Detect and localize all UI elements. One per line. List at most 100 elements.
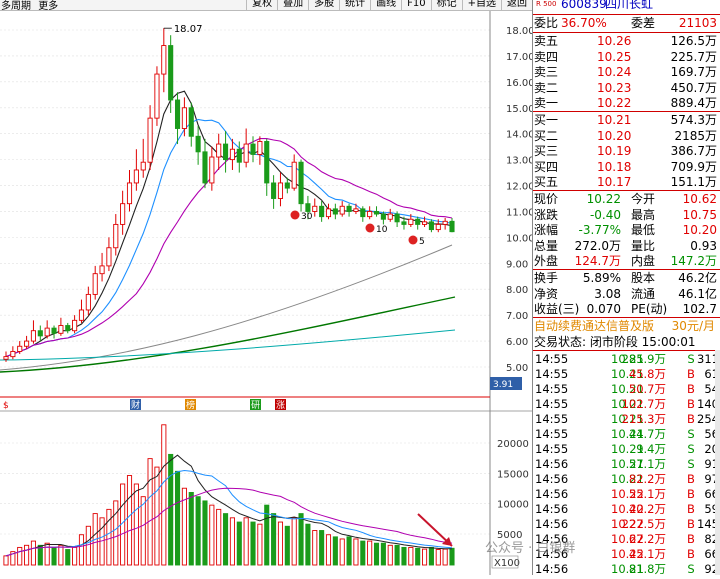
buy-level-5: 买五 10.17 151.1万 xyxy=(533,174,720,190)
tick-time: 14:56 xyxy=(535,487,569,501)
volume-bar xyxy=(65,549,71,566)
weibi-row: 委比 36.70% 委差 21103 xyxy=(534,16,717,30)
volume-bar xyxy=(161,424,167,566)
volume-bar xyxy=(298,513,304,566)
price-tick-label: 9.00 xyxy=(506,259,528,270)
level-volume: 151.1万 xyxy=(670,175,717,190)
tick-row: 14:55 10.21 50.7万 B 54 xyxy=(533,381,720,399)
stat-value: 10.62 xyxy=(682,192,717,206)
stock-code[interactable]: 600839 xyxy=(561,0,607,11)
volume-tick-label: 20000 xyxy=(497,439,529,450)
tick-side: B xyxy=(687,532,695,546)
back-button[interactable]: 返回 xyxy=(501,0,532,10)
draw-line-button[interactable]: 画线 xyxy=(370,0,401,10)
tick-count: 311 xyxy=(697,352,719,366)
red-arrowhead-icon xyxy=(442,537,452,546)
stat-value: 5.89% xyxy=(582,271,621,285)
volume-bar xyxy=(85,525,91,566)
volume-bar xyxy=(126,475,133,566)
stat-label: 今开 xyxy=(631,192,656,206)
stat-value: 10.20 xyxy=(682,223,717,238)
mark-button[interactable]: 标记 xyxy=(430,0,462,10)
volume-bar xyxy=(387,544,393,566)
candle-body xyxy=(312,205,318,212)
level-volume: 889.4万 xyxy=(670,96,717,111)
stat-value: 124.7万 xyxy=(574,254,621,269)
more-button[interactable]: 更多 xyxy=(38,1,59,11)
stat-label: 换手 xyxy=(534,271,559,285)
volume-bar xyxy=(442,548,448,566)
toolbar-buttons: 复权 叠加 多股 统计 画线 F10 标记 +自选 返回 xyxy=(246,0,532,10)
candle-body xyxy=(65,325,71,332)
candle-body xyxy=(51,327,57,334)
tick-volume: 9.4万 xyxy=(636,442,666,456)
tick-time: 14:55 xyxy=(535,442,569,456)
price-tick-label: 12.00 xyxy=(506,182,532,193)
volume-bar xyxy=(408,546,414,566)
tick-volume: 57.1万 xyxy=(628,457,666,471)
volume-bar xyxy=(449,547,455,566)
tick-price: 10.21 xyxy=(611,382,644,396)
candle-body xyxy=(257,141,263,155)
fundamental-row: 净资 3.08 流通 46.1亿 xyxy=(533,286,720,302)
quote-panel: R 500 600839 四川长虹 委比 36.70% 委差 21103 卖五 1… xyxy=(532,0,720,576)
candle-body xyxy=(3,356,9,360)
tick-time: 14:56 xyxy=(535,472,569,486)
stat-label: 总量 xyxy=(534,238,559,253)
multi-stock-button[interactable]: 多股 xyxy=(308,0,339,10)
volume-bar xyxy=(394,544,400,566)
multi-period-button[interactable]: 多周期 xyxy=(1,1,31,11)
adjust-button[interactable]: 复权 xyxy=(246,0,277,10)
tick-volume: 82.2万 xyxy=(628,472,666,486)
watermark: 公众号 · 白银群 xyxy=(485,541,576,556)
volume-bar xyxy=(277,521,284,566)
volume-bar xyxy=(3,555,9,566)
volume-bar xyxy=(133,483,139,566)
stock-header: R 500 600839 四川长虹 xyxy=(533,0,720,15)
candle-body xyxy=(250,143,256,155)
f10-button[interactable]: F10 xyxy=(401,0,430,10)
stats-button[interactable]: 统计 xyxy=(339,0,370,10)
candle-body xyxy=(415,218,421,225)
volume-ma-lines xyxy=(5,454,453,557)
level-volume: 386.7万 xyxy=(670,144,717,159)
info-strip-icon xyxy=(130,399,141,410)
candle-body xyxy=(243,143,249,163)
stat-value: 3.08 xyxy=(594,286,621,301)
stat-label: 净资 xyxy=(534,286,559,301)
volume-bar xyxy=(72,546,78,566)
sell-level-4: 卖四 10.25 225.7万 xyxy=(533,49,720,65)
overlay-button[interactable]: 叠加 xyxy=(277,0,308,10)
volume-bar xyxy=(154,466,160,566)
ad-text[interactable]: 自动续费通达信普及版 xyxy=(534,319,655,333)
candle-body xyxy=(140,161,146,171)
volume-unit: X100 xyxy=(494,558,520,569)
r-badge: R 500 xyxy=(536,0,557,8)
stat-value: 147.2万 xyxy=(670,254,717,269)
candle-body xyxy=(394,213,400,223)
stock-name[interactable]: 四川长虹 xyxy=(605,0,654,11)
event-marker-icon xyxy=(290,210,300,220)
ad-price[interactable]: 30元/月 xyxy=(671,319,715,333)
kline-chart[interactable]: 18.00 17.00 16.00 15.00 14.00 13.00 12.00 11.00… xyxy=(0,0,532,575)
add-watchlist-button[interactable]: +自选 xyxy=(461,0,501,10)
info-strip-start: $ xyxy=(3,401,9,411)
stat-label: 涨跌 xyxy=(534,207,559,222)
ad-banner[interactable]: 自动续费通达信普及版 30元/月 xyxy=(533,318,720,334)
tick-price: 10.21 xyxy=(611,457,644,471)
level-volume: 574.3万 xyxy=(670,113,717,127)
volume-bar xyxy=(24,544,30,566)
level-label: 卖三 xyxy=(534,65,559,80)
volume-bar xyxy=(147,458,153,566)
level-label: 买五 xyxy=(534,175,559,190)
tick-side: B xyxy=(687,367,695,381)
tick-scrollbar[interactable] xyxy=(715,350,720,575)
candle-body xyxy=(133,169,139,184)
stat-label: PE(动) xyxy=(631,302,668,317)
vol-ma10-line xyxy=(5,469,453,557)
volume-bars xyxy=(3,424,455,566)
volume-bar xyxy=(367,540,373,566)
tick-price: 10.21 xyxy=(611,367,644,381)
stat-row: 现价 10.22 今开 10.62 xyxy=(533,191,720,207)
candle-body xyxy=(120,203,126,225)
